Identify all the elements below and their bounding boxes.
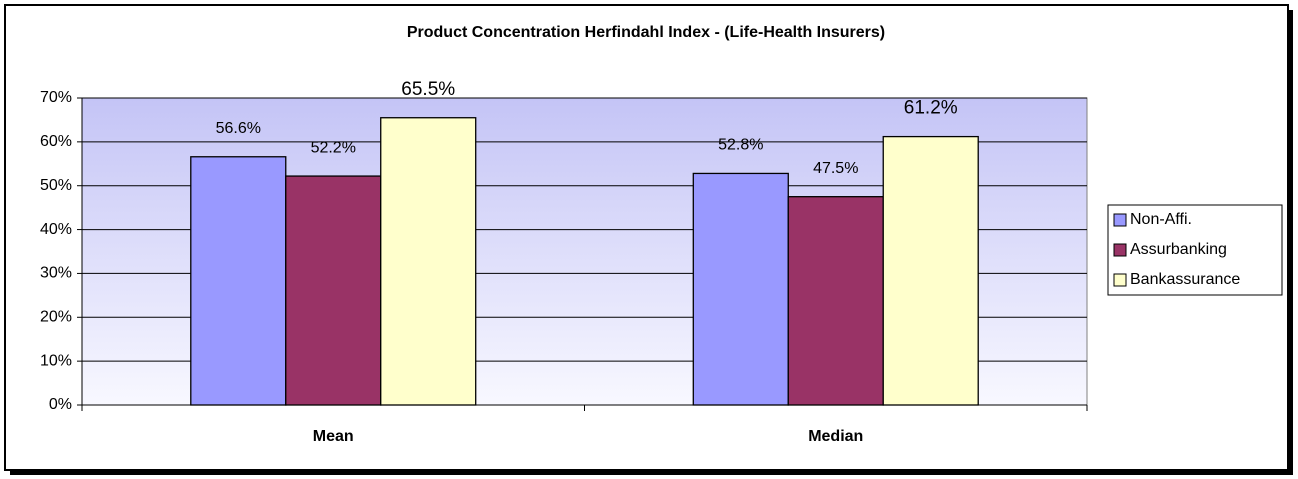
y-tick-label: 40% (40, 221, 72, 238)
y-tick-label: 10% (40, 352, 72, 369)
legend-label: Assurbanking (1130, 241, 1227, 258)
data-label: 61.2% (904, 98, 958, 119)
legend-swatch (1113, 273, 1127, 287)
bar (380, 117, 477, 406)
data-label: 65.5% (401, 79, 455, 100)
legend-swatch (1113, 213, 1127, 227)
legend-label: Non-Affi. (1130, 211, 1192, 228)
bar (692, 172, 789, 406)
data-label: 56.6% (216, 120, 261, 137)
chart-title: Product Concentration Herfindahl Index -… (407, 24, 885, 41)
y-tick-label: 60% (40, 133, 72, 150)
bar (190, 156, 287, 406)
y-tick-label: 20% (40, 309, 72, 326)
data-label: 52.2% (311, 139, 356, 156)
bar (285, 175, 382, 406)
y-tick-label: 70% (40, 89, 72, 106)
x-tick-label: Mean (313, 428, 354, 445)
x-tick-label: Median (808, 428, 863, 445)
data-label: 47.5% (813, 160, 858, 177)
y-tick-label: 0% (49, 396, 72, 413)
legend-swatch (1113, 243, 1127, 257)
y-tick-label: 50% (40, 177, 72, 194)
data-label: 52.8% (718, 137, 763, 154)
legend-label: Bankassurance (1130, 271, 1240, 288)
bar (787, 196, 884, 406)
legend (1107, 204, 1283, 296)
bar (882, 135, 979, 406)
y-tick-label: 30% (40, 265, 72, 282)
